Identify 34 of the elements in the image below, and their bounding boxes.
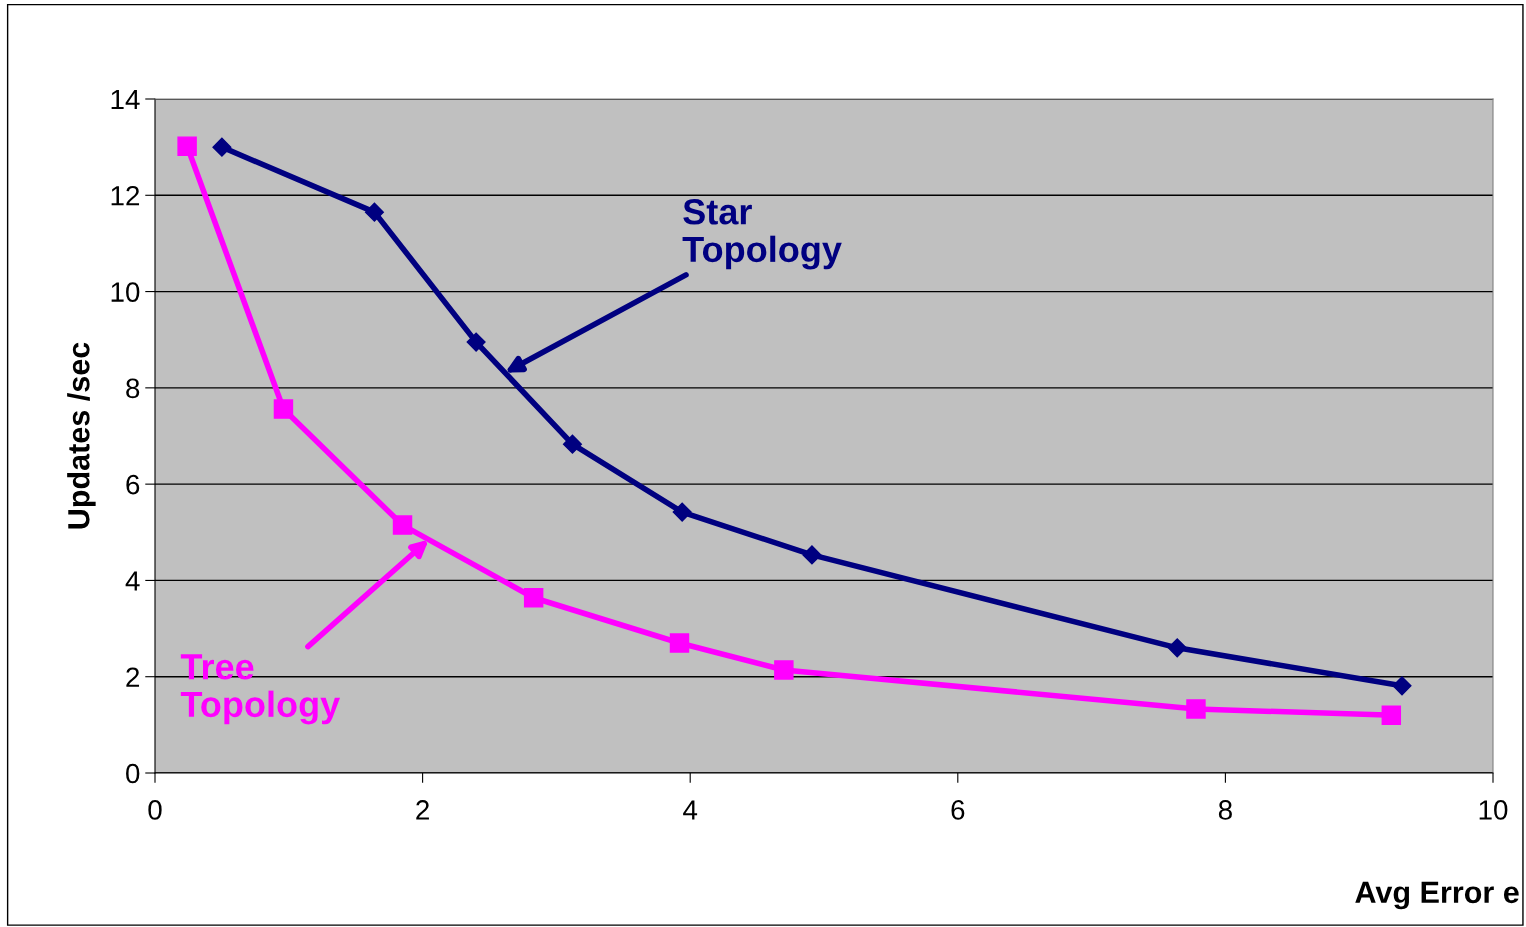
point (466, 332, 486, 352)
text: Star Topology (682, 199, 842, 270)
point (1186, 699, 1206, 719)
y-axis-title: Updates /sec (67, 342, 96, 529)
point (212, 137, 232, 157)
point (177, 136, 197, 156)
y-tick-label: 6 (126, 474, 140, 495)
x-tick-label: 8 (1218, 800, 1232, 820)
point (1167, 638, 1187, 658)
text: Tree Topology (180, 654, 341, 725)
x-axis-title: Avg Error e (1355, 881, 1519, 910)
x-tick-label: 10 (1479, 800, 1508, 820)
point (774, 660, 794, 680)
point (273, 399, 294, 419)
point (523, 588, 544, 608)
point (562, 434, 582, 454)
y-tick-label: 2 (126, 667, 140, 687)
point (1381, 705, 1402, 725)
x-tick-label: 2 (416, 800, 429, 820)
point (392, 515, 413, 535)
point (364, 202, 384, 222)
point (1392, 676, 1412, 696)
y-tick-label: 10 (111, 282, 140, 302)
y-tick-label: 8 (126, 378, 140, 399)
point (802, 545, 822, 565)
point (672, 502, 692, 522)
x-tick-label: 0 (148, 800, 162, 820)
y-tick-label: 14 (111, 89, 140, 110)
point (669, 633, 690, 653)
y-tick-label: 4 (125, 571, 140, 591)
y-tick-label: 0 (126, 763, 140, 784)
x-tick-label: 6 (951, 800, 965, 820)
y-tick-label: 12 (111, 185, 140, 206)
x-tick-label: 4 (683, 800, 698, 820)
